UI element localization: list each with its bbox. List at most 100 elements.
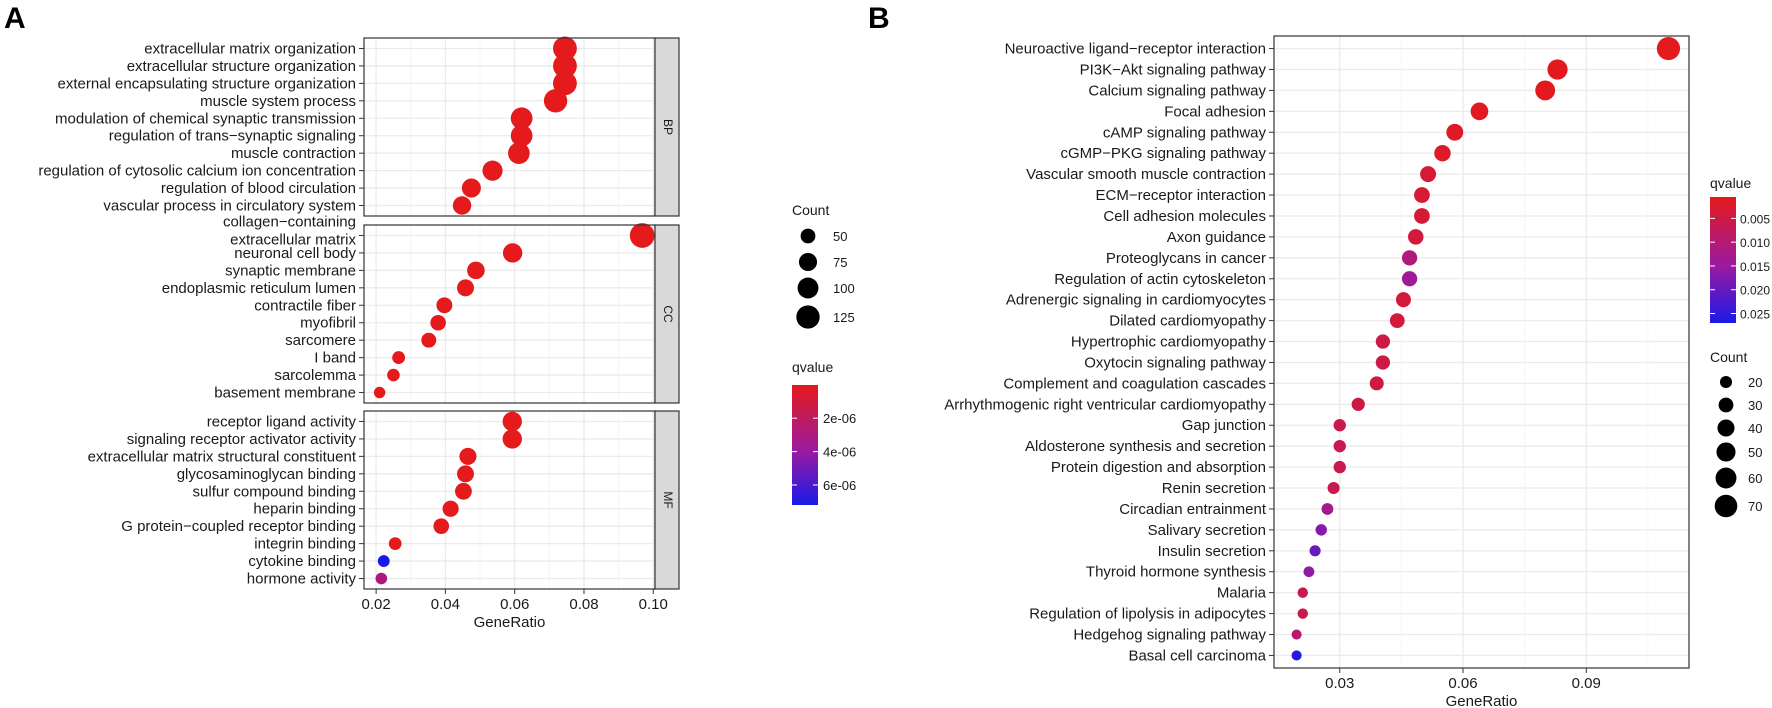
data-point — [459, 447, 477, 465]
y-tick-label: synaptic membrane — [225, 262, 356, 279]
data-point — [553, 54, 577, 78]
size-legend-key — [800, 228, 816, 244]
color-legend-label: 2e-06 — [823, 411, 856, 426]
panel-b-letter: B — [868, 2, 890, 35]
y-tick-label: Protein digestion and absorption — [1051, 459, 1266, 476]
y-tick-label: Hypertrophic cardiomyopathy — [1071, 334, 1267, 351]
panel-a-legends: Count 50 75 100 125 qvalue 2e-06 4e-06 6e-06 — [792, 202, 856, 505]
facet-strip — [654, 410, 680, 590]
y-tick-label: myofibril — [300, 315, 356, 332]
size-legend-key — [1717, 419, 1735, 437]
data-point — [1401, 250, 1418, 266]
x-tick-label: 0.06 — [1448, 675, 1477, 692]
size-legend-key — [1714, 494, 1738, 518]
data-point — [1351, 397, 1365, 411]
y-tick-label: PI3K−Akt signaling pathway — [1080, 61, 1267, 78]
y-tick-label: regulation of blood circulation — [161, 180, 356, 197]
size-legend-label: 70 — [1748, 499, 1762, 514]
y-tick-label: external encapsulating structure organiz… — [57, 75, 356, 92]
y-tick-label: sarcomere — [285, 332, 356, 349]
y-tick-label: hormone activity — [247, 571, 357, 588]
data-point — [553, 71, 577, 96]
color-legend-title: qvalue — [792, 359, 833, 375]
data-point — [482, 160, 503, 181]
data-point — [1297, 608, 1308, 619]
data-point — [1369, 376, 1384, 391]
size-legend-label: 40 — [1748, 421, 1762, 436]
y-tick-label: cytokine binding — [248, 553, 356, 570]
y-tick-label: Axon guidance — [1167, 229, 1266, 246]
x-tick-label: 0.10 — [639, 596, 668, 613]
size-legend-label: 20 — [1748, 375, 1762, 390]
facet-bp: extracellular matrix organizationextrace… — [38, 36, 680, 217]
y-tick-label: collagen−containing — [223, 213, 356, 230]
y-tick-label: Neuroactive ligand−receptor interaction — [1005, 41, 1266, 58]
x-tick-label: 0.03 — [1325, 675, 1354, 692]
size-legend-key — [798, 252, 818, 272]
x-tick-label: 0.09 — [1572, 675, 1601, 692]
y-tick-label: integrin binding — [254, 536, 356, 553]
data-point — [1408, 229, 1424, 245]
y-tick-label: I band — [314, 350, 356, 367]
y-tick-label: Renin secretion — [1162, 480, 1266, 497]
y-tick-label: Basal cell carcinoma — [1128, 647, 1266, 664]
data-point — [375, 572, 388, 585]
color-legend-label: 0.025 — [1740, 307, 1770, 321]
data-point — [461, 178, 481, 198]
data-point — [1309, 545, 1321, 557]
y-tick-label: endoplasmic reticulum lumen — [162, 280, 356, 297]
size-legend-key — [1716, 442, 1736, 462]
y-tick-label: Arrhythmogenic right ventricular cardiom… — [944, 396, 1266, 413]
color-legend-title: qvalue — [1710, 175, 1751, 191]
panel-b-dotplot: Neuroactive ligand−receptor interaction P… — [944, 35, 1690, 708]
data-point — [1395, 292, 1411, 308]
data-point — [457, 279, 474, 297]
y-tick-label: Cell adhesion molecules — [1103, 208, 1266, 225]
size-legend-label: 75 — [833, 255, 847, 270]
data-point — [436, 297, 453, 314]
facet-strip — [654, 37, 680, 217]
data-point — [1434, 144, 1451, 162]
facet-strip-label: MF — [661, 491, 675, 508]
size-legend-label: 50 — [1748, 445, 1762, 460]
y-tick-label: Insulin secretion — [1158, 543, 1266, 560]
data-point — [1321, 503, 1334, 515]
y-tick-label: Proteoglycans in cancer — [1106, 250, 1266, 267]
size-legend-label: 125 — [833, 310, 855, 325]
y-tick-label: heparin binding — [253, 501, 356, 518]
y-tick-label: regulation of trans−synaptic signaling — [109, 128, 356, 145]
y-tick-label: extracellular matrix structural constitu… — [88, 448, 357, 465]
y-tick-label: G protein−coupled receptor binding — [121, 518, 356, 535]
data-point — [1291, 629, 1302, 640]
data-point — [543, 89, 568, 113]
size-legend-key — [1719, 375, 1733, 389]
data-point — [510, 124, 533, 147]
data-point — [388, 537, 402, 550]
y-tick-label: Regulation of actin cytoskeleton — [1054, 271, 1266, 288]
y-tick-label: Focal adhesion — [1164, 103, 1266, 120]
data-point — [1656, 36, 1681, 61]
size-legend-title: Count — [1710, 349, 1747, 365]
color-legend-bar — [792, 385, 818, 505]
data-point — [392, 351, 406, 365]
data-point — [1547, 59, 1568, 80]
size-legend-label: 30 — [1748, 398, 1762, 413]
data-point — [508, 142, 530, 164]
panel-a-dotplot: extracellular matrix organizationextrace… — [38, 36, 680, 631]
data-point — [1303, 566, 1315, 578]
y-tick-label: basement membrane — [214, 385, 356, 402]
size-legend-title: Count — [792, 202, 829, 218]
panel-a-letter: A — [4, 2, 26, 35]
y-tick-label: Aldosterone synthesis and secretion — [1025, 438, 1266, 455]
data-point — [377, 555, 390, 567]
y-tick-label: muscle system process — [200, 93, 356, 110]
x-tick-label: 0.06 — [500, 596, 529, 613]
y-tick-label: extracellular structure organization — [127, 58, 356, 75]
y-tick-label: cGMP−PKG signaling pathway — [1060, 145, 1266, 162]
data-point — [1375, 334, 1391, 349]
data-point — [1414, 187, 1430, 203]
y-tick-label: modulation of chemical synaptic transmis… — [55, 110, 356, 127]
y-tick-label: Gap junction — [1182, 417, 1266, 434]
